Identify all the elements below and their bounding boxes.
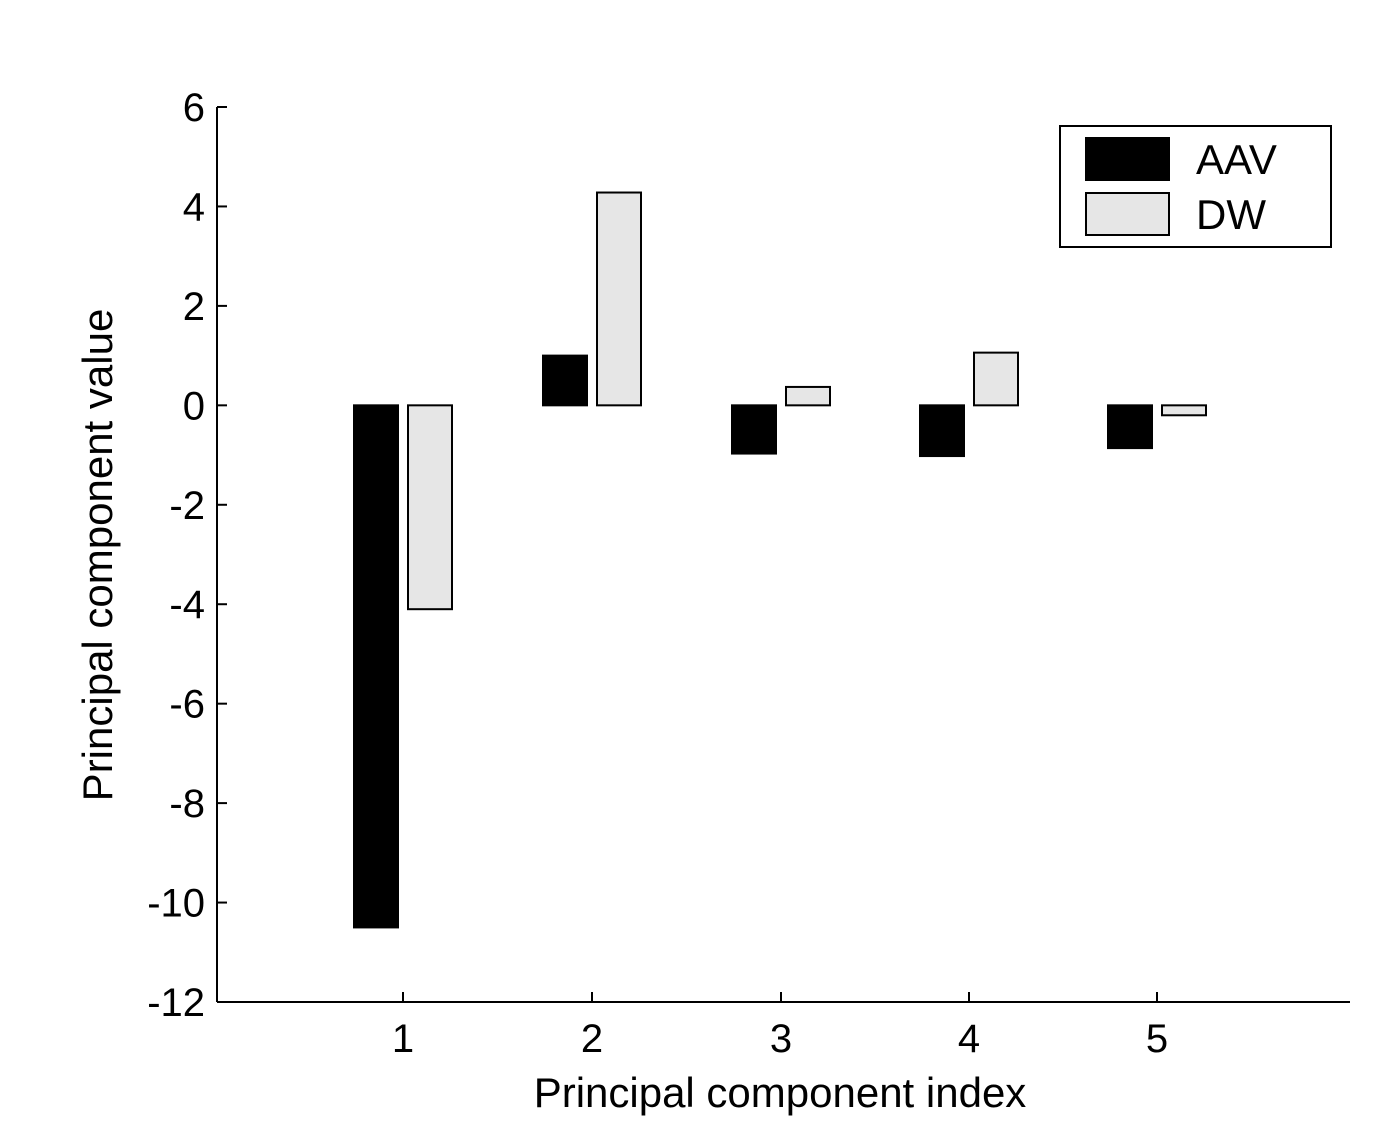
x-tick-label: 3 <box>770 1017 792 1061</box>
bars <box>353 191 1207 929</box>
x-tick-label: 1 <box>392 1017 414 1061</box>
y-tick-label: -12 <box>147 981 205 1025</box>
bar-aav-4 <box>919 404 965 458</box>
legend-swatch-aav <box>1085 137 1170 181</box>
bar-aav-2 <box>542 354 588 407</box>
y-tick-label: -8 <box>169 782 205 826</box>
y-tick-label: -6 <box>169 683 205 727</box>
legend-swatch-dw <box>1085 192 1170 236</box>
bar-dw-5 <box>1161 404 1207 417</box>
bar-dw-2 <box>596 191 642 407</box>
x-tick-label: 5 <box>1146 1017 1168 1061</box>
bar-aav-3 <box>731 404 777 455</box>
x-axis-title: Principal component index <box>534 1069 1027 1116</box>
legend-label-dw: DW <box>1196 191 1266 238</box>
legend: AAV DW <box>1059 125 1332 248</box>
bar-dw-3 <box>785 385 831 407</box>
y-tick-label: -10 <box>147 882 205 926</box>
y-tick-label: 4 <box>183 185 205 229</box>
y-tick-label: -4 <box>169 583 205 627</box>
y-tick-label: -2 <box>169 484 205 528</box>
bar-aav-1 <box>353 404 399 929</box>
y-tick-label: 2 <box>183 285 205 329</box>
bar-dw-1 <box>407 404 453 611</box>
y-tick-label: 0 <box>183 384 205 428</box>
y-tick-label: 6 <box>183 86 205 130</box>
bar-dw-4 <box>973 351 1019 407</box>
bar-aav-5 <box>1107 404 1153 450</box>
ticks: 6 4 2 0 -2 -4 -6 -8 -10 -12 1 2 3 4 5 <box>147 86 1168 1061</box>
x-tick-label: 4 <box>958 1017 980 1061</box>
axes <box>216 107 1350 1003</box>
legend-label-aav: AAV <box>1196 136 1277 183</box>
y-axis-title: Principal component value <box>74 309 121 802</box>
x-tick-label: 2 <box>581 1017 603 1061</box>
